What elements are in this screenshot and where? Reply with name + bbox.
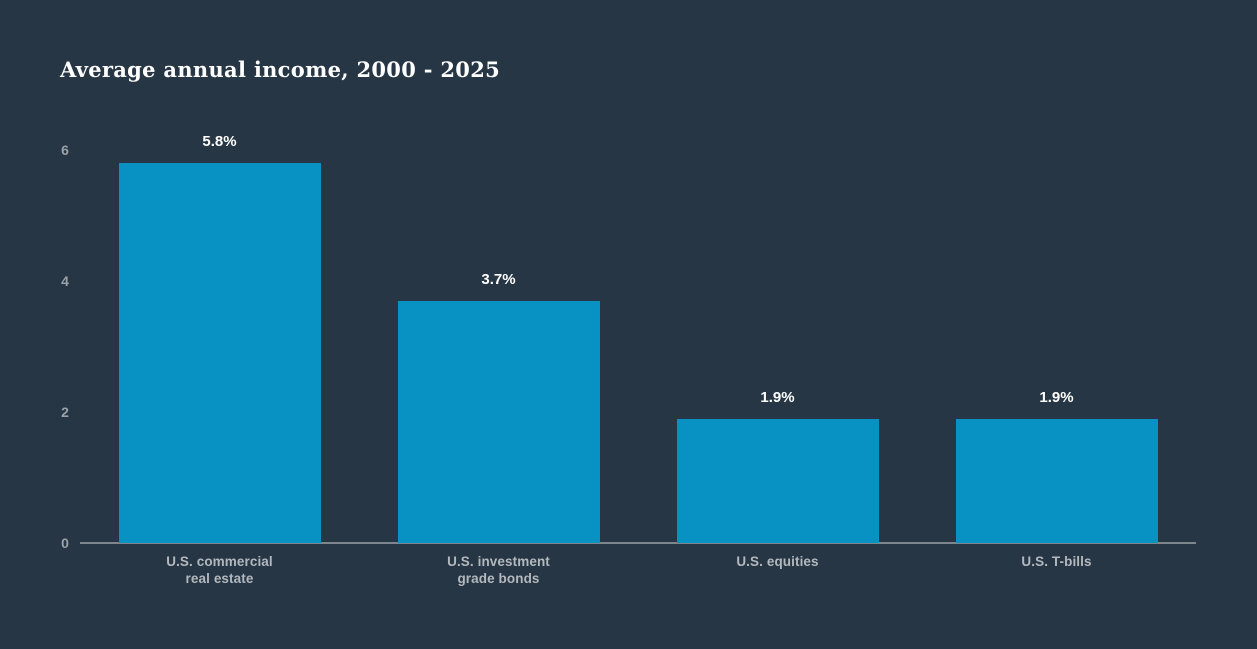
y-tick-label: 2 (61, 404, 69, 420)
bar-value-label: 3.7% (481, 270, 516, 288)
category-label: U.S. investment grade bonds (359, 553, 638, 587)
plot-area: 5.8% 3.7% 1.9% 1.9% (80, 134, 1196, 543)
category-label-line: U.S. investment (447, 554, 550, 569)
category-label-line: U.S. equities (736, 554, 819, 569)
category-label: U.S. equities (638, 553, 917, 570)
bar-value-label: 1.9% (1039, 388, 1074, 406)
y-tick-label: 0 (61, 535, 69, 551)
y-tick-label: 6 (61, 142, 69, 158)
category-label-line: grade bonds (457, 571, 540, 586)
bar-2 (397, 300, 600, 543)
category-label-line: U.S. T-bills (1021, 554, 1092, 569)
category-label: U.S. T-bills (917, 553, 1196, 570)
bar-4 (955, 418, 1158, 543)
bar-value-label: 5.8% (202, 133, 237, 151)
category-label-line: real estate (185, 571, 254, 586)
bar-3 (676, 418, 879, 543)
chart-title: Average annual income, 2000 - 2025 (60, 57, 501, 82)
y-tick-label: 4 (61, 273, 69, 289)
x-axis-line (80, 542, 1196, 544)
bar-value-label: 1.9% (760, 388, 795, 406)
category-label-line: U.S. commercial (166, 554, 273, 569)
bar-1 (118, 163, 321, 543)
category-label: U.S. commercial real estate (80, 553, 359, 587)
